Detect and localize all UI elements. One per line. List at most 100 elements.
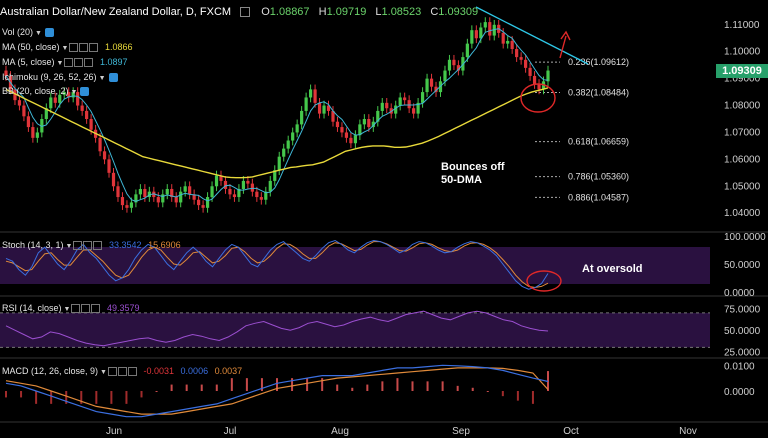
gear-icon[interactable] [79, 43, 89, 53]
candle-body [367, 119, 371, 128]
close-icon[interactable] [84, 58, 94, 68]
high-value: 1.09719 [326, 6, 367, 18]
stoch-k-line [5, 239, 549, 290]
candle-body [264, 191, 268, 200]
stoch-legend[interactable]: Stoch (14, 3, 1) ▼ 33.3542 15.6906 [2, 240, 181, 251]
eye-icon[interactable] [73, 241, 83, 251]
candle-body [304, 97, 308, 111]
ma50-legend[interactable]: MA (50, close) ▼ 1.0866 [2, 42, 133, 53]
eye-icon[interactable] [64, 58, 74, 68]
candle-body [197, 199, 201, 206]
eye-icon[interactable] [69, 43, 79, 53]
gear-icon[interactable] [80, 87, 90, 97]
eye-icon[interactable] [107, 367, 117, 377]
chevron-down-icon[interactable]: ▼ [63, 306, 71, 313]
last-price-badge: 1.09309 [716, 64, 768, 78]
candle-body [31, 127, 35, 138]
rsi-value: 49.3579 [106, 303, 140, 313]
chevron-down-icon[interactable]: ▼ [100, 369, 107, 376]
open-value: 1.08867 [269, 6, 310, 18]
macd-hist-bar [5, 391, 7, 398]
candle-body [35, 132, 39, 138]
bb-legend[interactable]: BB (20, close, 2) ▼ [2, 86, 90, 97]
date-tick-label: Oct [563, 426, 579, 437]
breakout-arrow [559, 35, 567, 59]
candle-body [515, 49, 519, 58]
candle-body [465, 43, 469, 58]
macd-hist-bar [426, 381, 429, 391]
chevron-down-icon[interactable]: ▼ [61, 45, 69, 52]
candle-body [313, 89, 317, 103]
close-icon[interactable] [127, 367, 137, 377]
candle-body [214, 175, 219, 187]
close-icon[interactable] [89, 43, 99, 53]
rsi-legend[interactable]: RSI (14, close) ▼ 49.3579 [2, 303, 140, 314]
low-value: 1.08523 [381, 6, 422, 18]
high-label: H [318, 6, 327, 18]
candle-body [17, 100, 22, 106]
chevron-down-icon[interactable]: ▼ [98, 75, 106, 82]
candle-body [416, 102, 420, 114]
gear-icon[interactable] [117, 367, 127, 377]
candle-body [188, 186, 192, 195]
price-tick-label: 1.09000 [724, 74, 761, 85]
candle-body [156, 197, 160, 203]
close-icon[interactable] [91, 304, 101, 314]
macd-hist-bar [95, 391, 98, 404]
ichimoku-legend[interactable]: Ichimoku (9, 26, 52, 26) ▼ [2, 72, 118, 83]
candle-body [219, 175, 223, 181]
candle-body [308, 89, 313, 98]
gear-icon[interactable] [108, 73, 118, 83]
candle-body [201, 205, 205, 208]
macd-legend[interactable]: MACD (12, 26, close, 9) ▼ -0.0031 0.0006 … [2, 366, 242, 377]
macd-hist-bar [351, 387, 354, 391]
date-tick-label: Jul [224, 426, 237, 437]
rsi-tick-label: 25.0000 [724, 348, 761, 359]
candle-body [129, 202, 134, 208]
gear-icon[interactable] [74, 58, 84, 68]
macd-hist-bar [291, 378, 294, 391]
candle-body [403, 97, 407, 101]
candle-body [434, 86, 438, 93]
price-tick-label: 1.10000 [724, 47, 761, 58]
macd-hist-bar [125, 391, 128, 404]
candle-body [546, 70, 550, 82]
candle-body [277, 156, 281, 171]
gear-icon[interactable] [44, 28, 54, 38]
candle-body [362, 119, 366, 125]
candle-body [371, 121, 375, 128]
vol-legend[interactable]: Vol (20) ▼ [2, 27, 54, 38]
macd-hist-bar [185, 384, 188, 391]
fib-level-label: 0.786(1.05360) [568, 172, 629, 182]
ma5-label: MA (5, close) [2, 57, 55, 67]
chevron-down-icon[interactable]: ▼ [35, 30, 42, 37]
low-label: L [375, 6, 382, 18]
gear-icon[interactable] [240, 7, 251, 18]
eye-icon[interactable] [71, 304, 81, 314]
stoch-d-value: 15.6906 [148, 240, 181, 250]
macd-hist-bar [516, 391, 519, 401]
chevron-down-icon[interactable]: ▼ [56, 60, 64, 67]
chevron-down-icon[interactable]: ▼ [65, 243, 73, 250]
candle-body [223, 180, 228, 189]
candle-body [286, 140, 290, 149]
bb-label: BB (20, close, 2) [2, 86, 69, 96]
gear-icon[interactable] [81, 304, 91, 314]
stoch-label: Stoch (14, 3, 1) [2, 240, 64, 250]
candle-body [412, 108, 416, 114]
ma5-legend[interactable]: MA (5, close) ▼ 1.0897 [2, 57, 128, 68]
chart-title-row: Australian Dollar/New Zealand Dollar, D,… [0, 6, 478, 18]
stoch-tick-label: 50.0000 [724, 260, 761, 271]
chevron-down-icon[interactable]: ▼ [70, 89, 78, 96]
candle-body [183, 186, 187, 192]
macd-tick-label: 0.0100 [724, 361, 755, 372]
candle-body [44, 108, 48, 119]
candle-body [259, 197, 263, 200]
gear-icon[interactable] [83, 241, 93, 251]
close-icon[interactable] [93, 241, 103, 251]
macd-hist-bar [260, 378, 263, 391]
candle-body [506, 40, 510, 44]
symbol-title: Australian Dollar/New Zealand Dollar, D,… [0, 6, 232, 18]
close-label: C [430, 6, 439, 18]
